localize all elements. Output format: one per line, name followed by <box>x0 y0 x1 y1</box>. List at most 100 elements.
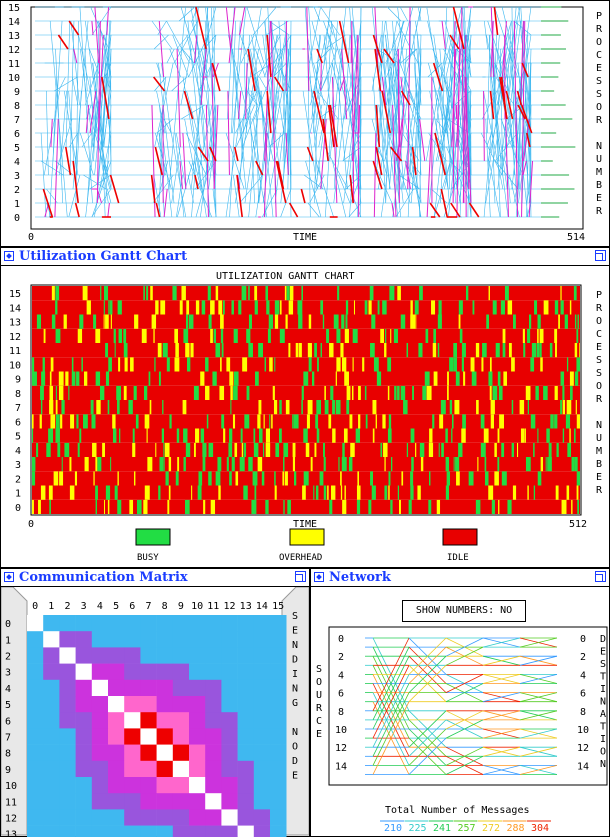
matrix-cell <box>59 744 76 762</box>
gantt-segment <box>303 371 309 386</box>
gantt-segment <box>233 371 239 386</box>
matrix-col-label: 11 <box>207 601 219 612</box>
message-line <box>493 6 499 36</box>
gantt-segment <box>198 471 203 486</box>
network-dest-tick: 12 <box>577 743 589 754</box>
gantt-segment <box>297 300 303 315</box>
gantt-segment <box>323 457 326 472</box>
gantt-segment <box>61 457 63 472</box>
message-line <box>494 62 509 92</box>
gantt-segment <box>149 400 152 415</box>
gantt-side-letter: S <box>596 368 602 379</box>
message-line <box>65 20 71 148</box>
gantt-segment <box>345 314 348 329</box>
gantt-segment <box>562 428 565 443</box>
gantt-segment <box>90 400 94 415</box>
gantt-x-max: 512 <box>569 519 587 530</box>
gantt-chart-title: UTILIZATION GANTT CHART <box>216 271 354 282</box>
matrix-cell <box>91 631 109 648</box>
window-menu-icon[interactable] <box>4 572 14 582</box>
gantt-y-tick: 2 <box>15 474 21 485</box>
matrix-cell <box>108 744 125 762</box>
message-line <box>54 118 73 176</box>
message-line <box>504 48 518 204</box>
matrix-row-label: 12 <box>5 814 17 825</box>
spacetime-side-letter: R <box>596 206 603 217</box>
gantt-side-letter: E <box>596 472 602 483</box>
message-line <box>54 76 78 92</box>
network-titlebar[interactable]: Network <box>311 569 609 587</box>
gantt-segment <box>574 343 578 358</box>
gantt-segment <box>164 442 170 457</box>
network-link <box>372 665 410 739</box>
gantt-segment <box>454 400 460 415</box>
gantt-titlebar[interactable]: Utilization Gantt Chart <box>1 248 609 266</box>
show-numbers-button[interactable]: SHOW NUMBERS: NO <box>402 600 526 622</box>
zoom-box-icon[interactable] <box>595 250 606 261</box>
gantt-segment <box>313 485 315 500</box>
message-line <box>271 20 277 134</box>
network-link <box>372 683 410 757</box>
message-line <box>89 48 101 78</box>
message-line <box>86 48 99 204</box>
matrix-cell <box>270 760 287 778</box>
window-menu-icon[interactable] <box>314 572 324 582</box>
gantt-segment <box>338 457 340 472</box>
message-line <box>174 132 185 218</box>
gantt-segment <box>262 442 265 457</box>
message-line <box>517 104 526 120</box>
gantt-segment <box>527 328 531 343</box>
gantt-y-tick: 12 <box>9 332 21 343</box>
gantt-segment <box>315 485 319 500</box>
matrix-cell <box>43 679 60 697</box>
gantt-segment <box>498 385 503 400</box>
spacetime-side-letter: M <box>596 167 602 178</box>
matrix-cell <box>27 809 44 826</box>
gantt-segment <box>424 371 430 386</box>
gantt-segment <box>576 471 580 486</box>
gantt-segment <box>292 442 296 457</box>
message-line <box>410 90 422 204</box>
gantt-segment <box>108 300 110 315</box>
network-source-tick: 12 <box>335 743 347 754</box>
gantt-segment <box>103 300 105 315</box>
matrix-col-label: 7 <box>145 601 151 612</box>
network-link <box>408 737 447 775</box>
matrix-titlebar[interactable]: Communication Matrix <box>1 569 309 587</box>
gantt-segment <box>168 457 172 472</box>
zoom-box-icon[interactable] <box>595 571 606 582</box>
network-source-letter: O <box>316 677 322 688</box>
matrix-col-label: 14 <box>256 601 268 612</box>
message-line <box>399 104 405 162</box>
gantt-segment <box>458 314 461 329</box>
gantt-segment <box>71 371 76 386</box>
gantt-segment <box>302 485 306 500</box>
gantt-segment <box>482 343 487 358</box>
zoom-box-icon[interactable] <box>295 571 306 582</box>
message-line <box>262 34 281 176</box>
message-line <box>316 48 331 64</box>
matrix-cell <box>75 809 93 826</box>
gantt-segment <box>129 499 134 514</box>
gantt-segment <box>465 286 469 301</box>
gantt-y-tick: 10 <box>9 360 21 371</box>
matrix-cell <box>91 696 109 713</box>
matrix-cell <box>221 615 238 632</box>
matrix-cell <box>43 663 60 681</box>
window-menu-icon[interactable] <box>4 251 14 261</box>
gantt-segment <box>422 385 427 400</box>
gantt-segment <box>55 300 58 315</box>
gantt-row <box>32 385 580 400</box>
gantt-segment <box>285 400 290 415</box>
matrix-cell <box>108 696 125 713</box>
matrix-row-label: 1 <box>5 635 11 646</box>
gantt-segment <box>226 357 231 372</box>
gantt-segment <box>244 414 250 429</box>
message-line <box>441 6 448 134</box>
gantt-segment <box>70 414 75 429</box>
message-line <box>322 118 329 162</box>
message-line <box>372 160 383 190</box>
message-line <box>331 62 340 92</box>
gantt-segment <box>283 499 285 514</box>
message-line <box>468 34 472 64</box>
